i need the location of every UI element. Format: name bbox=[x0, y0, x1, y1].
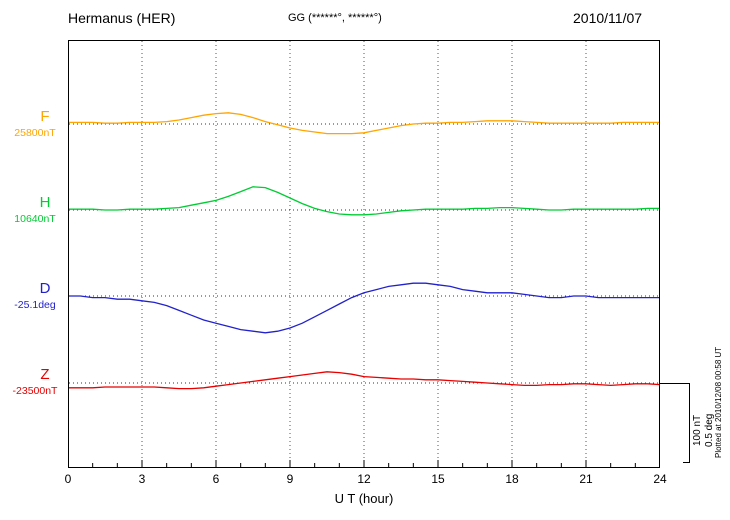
x-axis-title: U T (hour) bbox=[334, 491, 394, 506]
series-baseline-h: 10640nT bbox=[14, 213, 56, 225]
x-tick-label: 18 bbox=[505, 472, 519, 486]
header-date: 2010/11/07 bbox=[573, 10, 643, 26]
header-station: Hermanus (HER) bbox=[68, 10, 176, 26]
scale-bar-vertical-line bbox=[689, 383, 690, 463]
x-tick-label: 21 bbox=[579, 472, 593, 486]
series-baseline-d: -25.1deg bbox=[14, 299, 56, 311]
series-label-d: D bbox=[39, 280, 51, 297]
x-tick-label: 15 bbox=[431, 472, 445, 486]
series-label-f: F bbox=[40, 108, 50, 125]
x-tick-label: 3 bbox=[138, 472, 146, 486]
series-baseline-f: 25800nT bbox=[14, 127, 56, 139]
scale-bar-bottom-tick bbox=[683, 462, 690, 463]
series-baseline-z: -23500nT bbox=[12, 385, 58, 397]
x-tick-label: 12 bbox=[357, 472, 371, 486]
header-coordinates: GG (******°, ******°) bbox=[288, 12, 382, 24]
scale-label-nt: 100 nT bbox=[692, 414, 703, 446]
scale-bar-top-line bbox=[660, 383, 690, 384]
series-label-z: Z bbox=[40, 366, 50, 383]
magnetogram-plot bbox=[68, 40, 660, 468]
series-label-h: H bbox=[39, 194, 51, 211]
plot-timestamp: Plotted at 2010/12/08 00:58 UT bbox=[714, 346, 723, 458]
x-tick-label: 24 bbox=[653, 472, 667, 486]
x-tick-label: 6 bbox=[212, 472, 220, 486]
x-tick-label: 9 bbox=[286, 472, 294, 486]
x-tick-label: 0 bbox=[64, 472, 72, 486]
